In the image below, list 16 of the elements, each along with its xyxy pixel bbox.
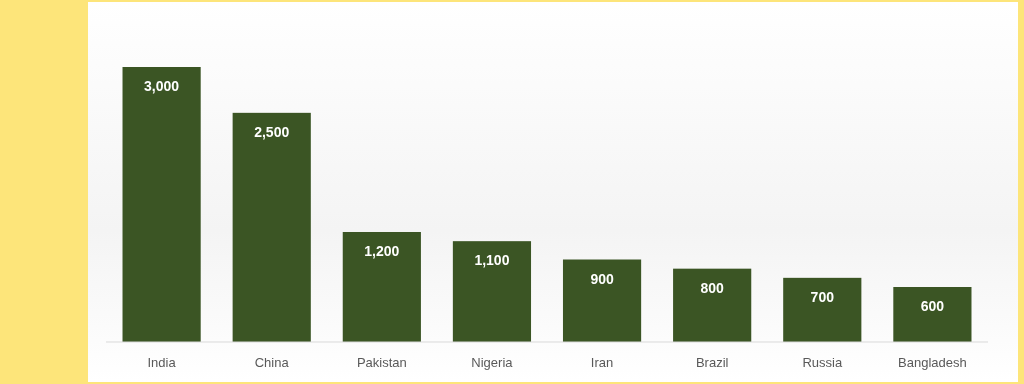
x-tick-label: Bangladesh — [898, 355, 967, 370]
x-tick-label: India — [147, 355, 177, 370]
data-label: 3,000 — [144, 78, 180, 94]
data-label: 700 — [810, 288, 835, 305]
x-tick-label: Brazil — [695, 355, 729, 370]
data-label: 900 — [590, 270, 614, 287]
data-label: 800 — [700, 279, 725, 296]
x-tick-label: Pakistan — [356, 355, 407, 370]
data-label: 2,500 — [254, 123, 290, 140]
data-label: 1,100 — [474, 252, 510, 269]
data-label: 600 — [920, 298, 945, 314]
x-tick-label: Iran — [590, 355, 614, 370]
data-label: 1,200 — [364, 243, 400, 259]
x-tick-label: Nigeria — [471, 355, 514, 370]
x-tick-label: Russia — [802, 355, 843, 370]
x-tick-label: China — [254, 355, 290, 370]
